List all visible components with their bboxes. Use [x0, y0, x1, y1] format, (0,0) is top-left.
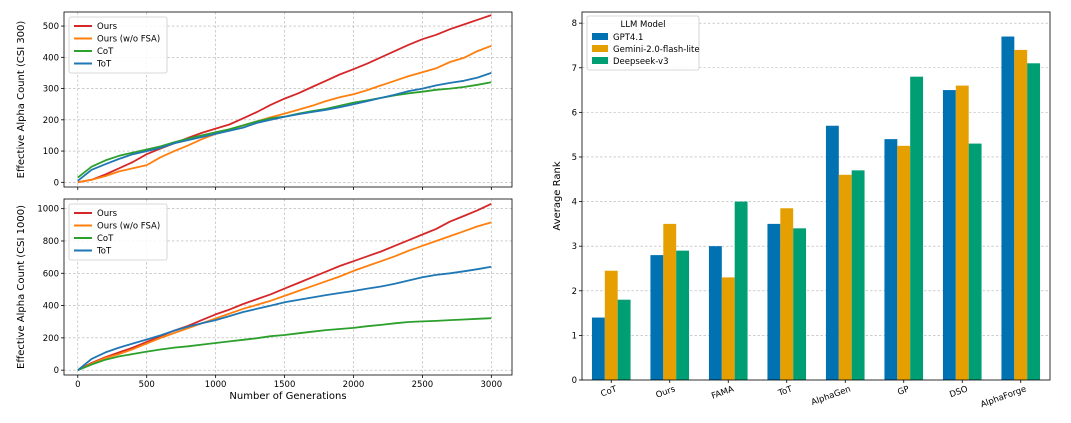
bar-2-5 [910, 76, 924, 381]
plot-frame [63, 198, 513, 376]
series-line-3 [77, 72, 492, 182]
y-tick-label: 6 [572, 108, 577, 118]
y-tick-label: 0 [572, 376, 577, 386]
x-tick-label: GP [896, 384, 910, 397]
x-tick-label: CoT [600, 384, 620, 399]
bar-0-0 [591, 317, 605, 380]
x-tick-label: ToT [776, 384, 794, 399]
bar-1-7 [1014, 49, 1028, 380]
y-tick-label: 5 [572, 153, 577, 163]
legend: LLM Model GPT4.1 Gemini-2.0-flash-lite Deep… [586, 15, 700, 71]
y-tick-label: 2 [572, 287, 577, 297]
series-line-3 [77, 265, 492, 371]
y-tick-label: 300 [43, 85, 59, 95]
series-line-2 [77, 317, 492, 372]
bar-1-0 [604, 270, 618, 380]
x-tick-label: AlphaGen [810, 384, 852, 408]
bar-2-0 [617, 299, 631, 380]
series-line-1 [77, 221, 492, 372]
legend-label-0: Ours [97, 22, 118, 32]
x-tick-label: 0 [75, 380, 80, 390]
bar-0-6 [942, 90, 956, 380]
bar-1-3 [780, 208, 794, 380]
x-tick-label: AlphaForge [979, 384, 1027, 410]
bar-panel: CoT Ours FAMA ToT AlphaGen GP DSO AlphaForge 0 1 2… [552, 11, 1051, 410]
y-tick-label: 500 [43, 22, 59, 32]
bar-0-3 [767, 223, 781, 380]
bar-2-7 [1027, 63, 1041, 381]
x-tick-label: 2000 [343, 380, 365, 390]
bar-1-2 [721, 277, 735, 380]
bar-2-4 [851, 170, 865, 380]
y-axis-label: Effective Alpha Count (CSI 1000) [16, 205, 27, 369]
legend-swatch-0 [592, 33, 608, 40]
y-axis-label: Effective Alpha Count (CSI 300) [16, 21, 27, 179]
line-panel-1: 0 200 400 600 800 1000 0 500 1000 1500 2000 2500 300… [16, 198, 513, 402]
series-line-0 [77, 202, 492, 371]
y-tick-label: 800 [43, 237, 59, 247]
y-tick-label: 4 [572, 198, 577, 208]
legend: Ours Ours (w/o FSA) CoT ToT [68, 203, 168, 261]
bar-1-4 [838, 174, 852, 380]
y-tick-label: 600 [43, 269, 59, 279]
y-tick-label: 400 [43, 53, 59, 63]
y-tick-label: 1000 [37, 205, 59, 215]
y-tick-label: 200 [43, 334, 59, 344]
x-tick-label: 1500 [274, 380, 296, 390]
bar-0-2 [708, 246, 722, 380]
line-panel-0: 0 100 200 300 400 500 Effective Alpha Count (C… [16, 11, 513, 190]
legend-label-2: CoT [97, 47, 114, 57]
legend-label-1: Ours (w/o FSA) [97, 35, 160, 45]
x-tick-label: DSO [948, 384, 969, 400]
legend-label-0: GPT4.1 [613, 33, 643, 43]
bar-2-2 [734, 201, 748, 380]
plot-frame [581, 11, 1051, 381]
legend-box [586, 15, 700, 71]
legend-label-2: Deepseek-v3 [613, 57, 669, 67]
y-tick-label: 3 [572, 242, 577, 252]
legend-swatch-2 [592, 57, 608, 64]
legend-swatch-1 [592, 45, 608, 52]
y-tick-label: 200 [43, 116, 59, 126]
x-tick-label: 1000 [205, 380, 227, 390]
x-tick-label: 500 [139, 380, 155, 390]
y-tick-label: 100 [43, 147, 59, 157]
legend-label-2: CoT [97, 234, 114, 244]
y-tick-label: 1 [572, 331, 577, 341]
x-tick-label: 3000 [481, 380, 503, 390]
y-tick-label: 0 [54, 178, 59, 188]
bar-2-6 [968, 143, 982, 380]
legend-label-3: ToT [96, 247, 112, 257]
bar-1-5 [897, 145, 911, 380]
x-tick-label: Ours [655, 384, 678, 400]
legend-box [68, 203, 168, 261]
legend: Ours Ours (w/o FSA) CoT ToT [68, 16, 168, 74]
y-axis-label: Average Rank [552, 161, 563, 230]
x-axis-label: Number of Generations [229, 391, 346, 402]
y-tick-label: 400 [43, 302, 59, 312]
y-tick-label: 7 [572, 64, 577, 74]
bar-0-7 [1001, 36, 1015, 381]
legend-label-3: ToT [96, 60, 112, 70]
plot-frame [63, 11, 513, 188]
y-tick-label: 8 [572, 19, 577, 29]
legend-label-1: Gemini-2.0-flash-lite [613, 45, 700, 55]
legend-box [68, 16, 168, 74]
legend-label-0: Ours [97, 209, 118, 219]
x-tick-label: FAMA [710, 384, 735, 401]
y-tick-label: 0 [54, 366, 59, 376]
series-line-0 [77, 14, 492, 184]
bar-0-4 [825, 125, 839, 380]
x-tick-label: 2500 [412, 380, 434, 390]
bar-2-1 [676, 250, 690, 380]
bar-0-1 [650, 255, 664, 380]
bar-2-3 [793, 228, 807, 380]
bar-1-1 [663, 223, 677, 380]
legend-title: LLM Model [620, 20, 665, 30]
bar-0-5 [884, 139, 898, 380]
legend-label-1: Ours (w/o FSA) [97, 222, 160, 232]
series-line-1 [77, 44, 492, 184]
bar-1-6 [955, 85, 969, 380]
